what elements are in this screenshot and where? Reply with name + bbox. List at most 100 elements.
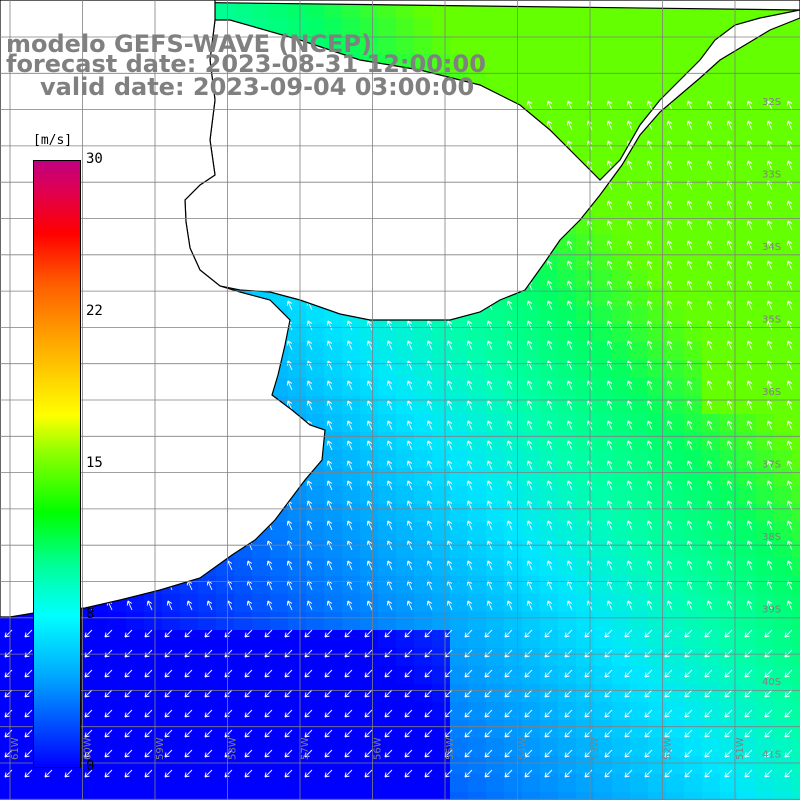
wind-arrow: [486, 400, 493, 411]
wind-arrow: [526, 400, 533, 411]
wind-arrow: [786, 220, 793, 231]
wind-arrow: [766, 200, 773, 211]
wind-arrow: [666, 500, 673, 511]
wind-arrow: [324, 709, 333, 718]
wind-arrow: [606, 500, 613, 511]
wind-arrow: [566, 360, 573, 371]
wind-arrow: [564, 769, 573, 778]
lon-label: 55W: [445, 737, 456, 760]
wind-arrow: [84, 669, 93, 678]
wind-arrow: [484, 749, 493, 758]
wind-arrow: [686, 360, 693, 371]
wind-arrow: [404, 769, 413, 778]
wind-arrow: [766, 400, 773, 411]
wind-arrow: [446, 520, 453, 531]
wind-arrow: [326, 320, 333, 331]
wind-arrow: [284, 749, 293, 758]
wind-arrow: [784, 649, 793, 658]
wind-arrow: [606, 320, 613, 331]
wind-arrow: [366, 400, 373, 411]
wind-arrow: [104, 769, 113, 778]
wind-arrow: [706, 360, 713, 371]
wind-arrow: [704, 729, 713, 738]
wind-arrow: [124, 669, 133, 678]
lon-label: 59W: [155, 737, 166, 760]
wind-arrow: [84, 749, 93, 758]
wind-arrow: [526, 460, 533, 471]
wind-arrow: [464, 689, 473, 698]
wind-arrow: [306, 600, 313, 611]
wind-arrow: [306, 560, 313, 571]
title-model: modelo GEFS-WAVE (NCEP): [6, 30, 372, 58]
wind-arrow: [746, 260, 753, 271]
wind-arrow: [284, 709, 293, 718]
wind-arrow: [424, 649, 433, 658]
wind-arrow: [706, 500, 713, 511]
wind-arrow: [164, 649, 173, 658]
lat-label: 38S: [762, 532, 781, 543]
wind-arrow: [466, 520, 473, 531]
wind-arrow: [184, 769, 193, 778]
wind-arrow: [726, 260, 733, 271]
wind-arrow: [706, 400, 713, 411]
wind-arrow: [786, 460, 793, 471]
wind-arrow: [204, 689, 213, 698]
wind-arrow: [746, 240, 753, 251]
wind-arrow: [624, 729, 633, 738]
wind-arrow: [4, 729, 13, 738]
wind-arrow: [646, 280, 653, 291]
wind-arrow: [486, 500, 493, 511]
wind-arrow: [264, 629, 273, 638]
lat-label: 36S: [762, 387, 781, 398]
wind-arrow: [626, 500, 633, 511]
wind-arrow: [144, 749, 153, 758]
wind-arrow: [306, 340, 313, 351]
wind-arrow: [706, 100, 713, 111]
wind-arrow: [704, 669, 713, 678]
wind-arrow: [744, 669, 753, 678]
wind-arrow: [706, 560, 713, 571]
wind-arrow: [506, 340, 513, 351]
wind-arrow: [284, 669, 293, 678]
wind-arrow: [746, 500, 753, 511]
wind-arrow: [546, 320, 553, 331]
wind-arrow: [104, 749, 113, 758]
wind-arrow: [746, 440, 753, 451]
wind-arrow: [346, 480, 353, 491]
wind-arrow: [706, 120, 713, 131]
wind-arrow: [744, 629, 753, 638]
wind-arrow: [526, 480, 533, 491]
wind-arrow: [786, 240, 793, 251]
wind-arrow: [686, 460, 693, 471]
wind-arrow: [704, 649, 713, 658]
wind-arrow: [404, 669, 413, 678]
wind-arrow: [784, 769, 793, 778]
wind-arrow: [724, 729, 733, 738]
wind-arrow: [706, 340, 713, 351]
wind-arrow: [786, 340, 793, 351]
wind-arrow: [566, 120, 573, 131]
wind-arrow: [564, 749, 573, 758]
wind-arrow: [446, 440, 453, 451]
wind-arrow: [624, 709, 633, 718]
wind-arrow: [666, 240, 673, 251]
wind-arrow: [644, 729, 653, 738]
wind-arrow: [84, 629, 93, 638]
wind-arrow: [766, 600, 773, 611]
wind-arrow: [384, 709, 393, 718]
wind-arrow: [604, 669, 613, 678]
wind-arrow: [346, 360, 353, 371]
wind-arrow: [726, 320, 733, 331]
wind-arrow: [686, 300, 693, 311]
wind-arrow: [464, 729, 473, 738]
lon-label: 57W: [300, 737, 311, 760]
wind-arrow: [704, 709, 713, 718]
wind-arrow: [546, 300, 553, 311]
wind-arrow: [766, 100, 773, 111]
wind-arrow: [786, 300, 793, 311]
wind-arrow: [746, 160, 753, 171]
wind-arrow: [686, 500, 693, 511]
wind-arrow: [766, 500, 773, 511]
wind-arrow: [646, 360, 653, 371]
wind-arrow: [566, 380, 573, 391]
